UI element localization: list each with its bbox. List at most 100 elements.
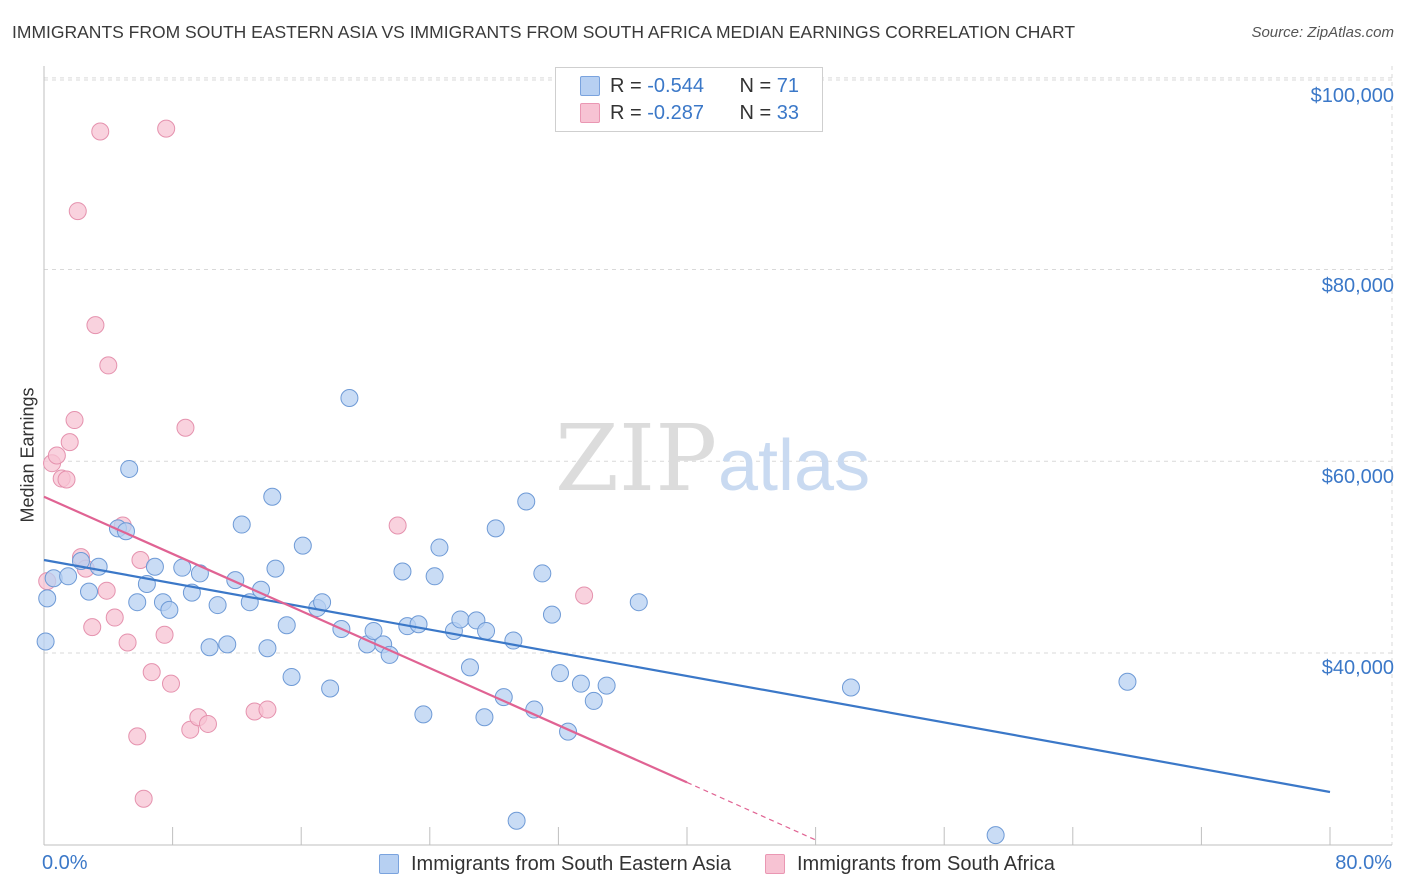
south-africa-point-28	[198, 714, 217, 733]
south-eastern-asia-point-29	[282, 667, 301, 686]
legend-row-blue: R = -0.544 N = 71	[580, 73, 799, 99]
south-eastern-asia-point-63	[584, 691, 603, 710]
south-eastern-asia-point-26	[263, 487, 282, 506]
south-africa-point-22	[155, 625, 174, 644]
south-eastern-asia-point-62	[571, 674, 590, 693]
axes	[43, 66, 1392, 846]
series-legend-blue: Immigrants from South Eastern Asia	[379, 852, 731, 876]
south-eastern-asia-point-42	[409, 615, 428, 634]
south-africa-point-17	[118, 633, 137, 652]
watermark-zip: ZIP	[555, 405, 717, 512]
south-eastern-asia-point-19	[208, 596, 227, 615]
south-eastern-asia-point-65	[629, 593, 648, 612]
south-eastern-asia-point-18	[200, 638, 219, 657]
legend-swatch-pink	[580, 103, 600, 123]
south-eastern-asia-point-39	[380, 645, 399, 664]
south-africa-point-18	[128, 727, 147, 746]
south-africa-point-24	[161, 674, 180, 693]
south-africa-point-31	[388, 516, 407, 535]
watermark: ZIP atlas	[555, 405, 870, 512]
south-eastern-asia-point-43	[414, 705, 433, 724]
south-africa-point-7	[68, 202, 87, 221]
y-axis-title: Median Earnings	[17, 387, 38, 523]
south-africa-point-15	[105, 608, 124, 627]
south-africa-point-10	[83, 618, 102, 637]
south-africa-point-30	[258, 700, 277, 719]
x-tick-label-min: 0.0%	[42, 852, 88, 874]
watermark-atlas: atlas	[718, 426, 870, 506]
south-eastern-asia-point-10	[128, 593, 147, 612]
south-eastern-asia-point-58	[533, 564, 552, 583]
south-eastern-asia-point-12	[145, 557, 164, 576]
south-eastern-asia-point-3	[59, 567, 78, 586]
south-africa-point-21	[142, 663, 161, 682]
south-eastern-asia-point-28	[277, 616, 296, 635]
legend-n-label: N =	[739, 74, 772, 97]
series-legend-swatch-blue	[379, 854, 399, 874]
trend-line-south-eastern-asia	[43, 558, 1331, 794]
south-africa-point-4	[57, 470, 76, 489]
legend-n-value: 33	[776, 101, 799, 124]
south-eastern-asia-point-20	[218, 635, 237, 654]
grid-lines	[44, 66, 1393, 845]
south-eastern-asia-point-33	[321, 679, 340, 698]
south-eastern-asia-point-52	[486, 519, 505, 538]
series-legend-label-pink: Immigrants from South Africa	[797, 852, 1055, 875]
chart-title: IMMIGRANTS FROM SOUTH EASTERN ASIA VS IM…	[12, 22, 1076, 42]
y-tick-label-40000: $40,000	[1321, 657, 1394, 679]
south-eastern-asia-point-2	[36, 632, 55, 651]
south-eastern-asia-point-35	[340, 389, 359, 408]
south-africa-point-25	[176, 418, 195, 437]
south-eastern-asia-point-68	[986, 826, 1005, 845]
south-eastern-asia-point-1	[38, 589, 57, 608]
x-tick-label-max: 80.0%	[1335, 852, 1392, 874]
south-eastern-asia-point-47	[451, 610, 470, 629]
south-eastern-asia-point-22	[232, 515, 251, 534]
series-legend-label-blue: Immigrants from South Eastern Asia	[411, 852, 732, 875]
south-africa-point-14	[99, 356, 118, 375]
south-eastern-asia-point-14	[160, 600, 179, 619]
correlation-legend: R = -0.544 N = 71 R = -0.287 N = 33	[555, 67, 823, 132]
y-tick-label-100000: $100,000	[1310, 85, 1394, 107]
south-africa-point-5	[60, 433, 79, 452]
south-eastern-asia-point-50	[475, 708, 494, 727]
south-eastern-asia-point-25	[258, 639, 277, 658]
chart-source: Source: ZipAtlas.com	[1251, 24, 1394, 41]
legend-r-value: -0.287	[647, 101, 704, 124]
south-eastern-asia-point-6	[89, 557, 108, 576]
south-eastern-asia-point-51	[477, 621, 496, 640]
legend-swatch-blue	[580, 76, 600, 96]
south-africa-point-13	[97, 581, 116, 600]
south-eastern-asia-point-5	[80, 582, 99, 601]
south-eastern-asia-point-59	[542, 605, 561, 624]
south-africa-point-32	[575, 586, 594, 605]
series-legend-pink: Immigrants from South Africa	[765, 852, 1055, 876]
south-africa-point-2	[47, 446, 66, 465]
legend-r-value: -0.544	[647, 74, 704, 97]
y-tick-label-80000: $80,000	[1321, 275, 1394, 297]
south-eastern-asia-point-45	[430, 538, 449, 557]
trend-line-south-africa	[43, 495, 688, 784]
south-eastern-asia-point-56	[517, 492, 536, 511]
south-africa-point-12	[91, 122, 110, 141]
south-eastern-asia-point-40	[393, 562, 412, 581]
legend-r-label: R =	[610, 74, 642, 97]
trend-line-south-africa-extension	[686, 781, 816, 841]
trend-lines	[43, 495, 1331, 841]
legend-n-label: N =	[739, 101, 772, 124]
south-eastern-asia-point-27	[266, 559, 285, 578]
south-eastern-asia-point-60	[551, 664, 570, 683]
south-eastern-asia-point-48	[460, 658, 479, 677]
south-africa-point-20	[134, 789, 153, 808]
south-eastern-asia-point-66	[841, 678, 860, 697]
south-africa-point-11	[86, 316, 105, 335]
south-africa-point-6	[65, 411, 84, 430]
legend-r-label: R =	[610, 101, 642, 124]
south-eastern-asia-point-9	[120, 459, 139, 478]
south-eastern-asia-point-30	[293, 536, 312, 555]
south-eastern-asia-point-67	[1118, 672, 1137, 691]
south-eastern-asia-point-44	[425, 567, 444, 586]
legend-row-pink: R = -0.287 N = 33	[580, 100, 799, 126]
south-eastern-asia-point-55	[507, 811, 526, 830]
